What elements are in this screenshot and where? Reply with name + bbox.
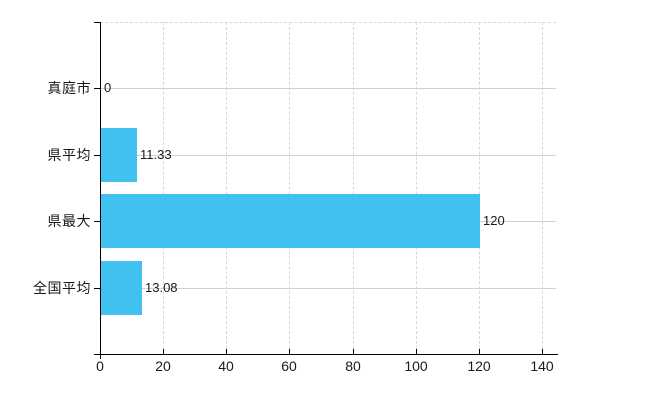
value-label: 13.08 xyxy=(145,280,178,295)
category-label: 県最大 xyxy=(47,213,91,229)
plot-top-border xyxy=(100,22,556,23)
x-axis xyxy=(94,354,558,355)
x-tick xyxy=(289,349,290,354)
horizontal-gridline xyxy=(100,88,556,89)
y-tick xyxy=(94,221,100,222)
x-tick xyxy=(163,349,164,354)
x-tick-label: 100 xyxy=(404,358,428,374)
x-tick-label: 140 xyxy=(530,358,554,374)
category-label: 県平均 xyxy=(47,147,91,163)
y-axis-top-tick xyxy=(94,22,100,23)
x-tick xyxy=(416,349,417,354)
vertical-gridline xyxy=(479,22,480,354)
vertical-gridline xyxy=(289,22,290,354)
x-tick-label: 0 xyxy=(96,358,104,374)
y-axis xyxy=(100,22,101,359)
x-tick xyxy=(479,349,480,354)
x-tick-label: 40 xyxy=(218,358,234,374)
x-tick-label: 60 xyxy=(281,358,297,374)
bar xyxy=(101,128,137,182)
x-tick-label: 120 xyxy=(467,358,491,374)
x-tick-label: 20 xyxy=(155,358,171,374)
vertical-gridline xyxy=(353,22,354,354)
y-tick xyxy=(94,288,100,289)
vertical-gridline xyxy=(416,22,417,354)
value-label: 120 xyxy=(483,213,505,228)
y-tick xyxy=(94,88,100,89)
x-tick-label: 80 xyxy=(345,358,361,374)
category-label: 真庭市 xyxy=(47,80,91,96)
bar xyxy=(101,261,142,315)
x-tick xyxy=(226,349,227,354)
value-label: 11.33 xyxy=(140,147,172,162)
vertical-gridline xyxy=(542,22,543,354)
vertical-gridline xyxy=(163,22,164,354)
value-label: 0 xyxy=(104,80,112,95)
horizontal-gridline xyxy=(100,288,556,289)
bar xyxy=(101,194,480,248)
x-tick xyxy=(542,349,543,354)
vertical-gridline xyxy=(226,22,227,354)
y-tick xyxy=(94,155,100,156)
category-label: 全国平均 xyxy=(33,280,91,296)
x-tick xyxy=(353,349,354,354)
horizontal-gridline xyxy=(100,155,556,156)
